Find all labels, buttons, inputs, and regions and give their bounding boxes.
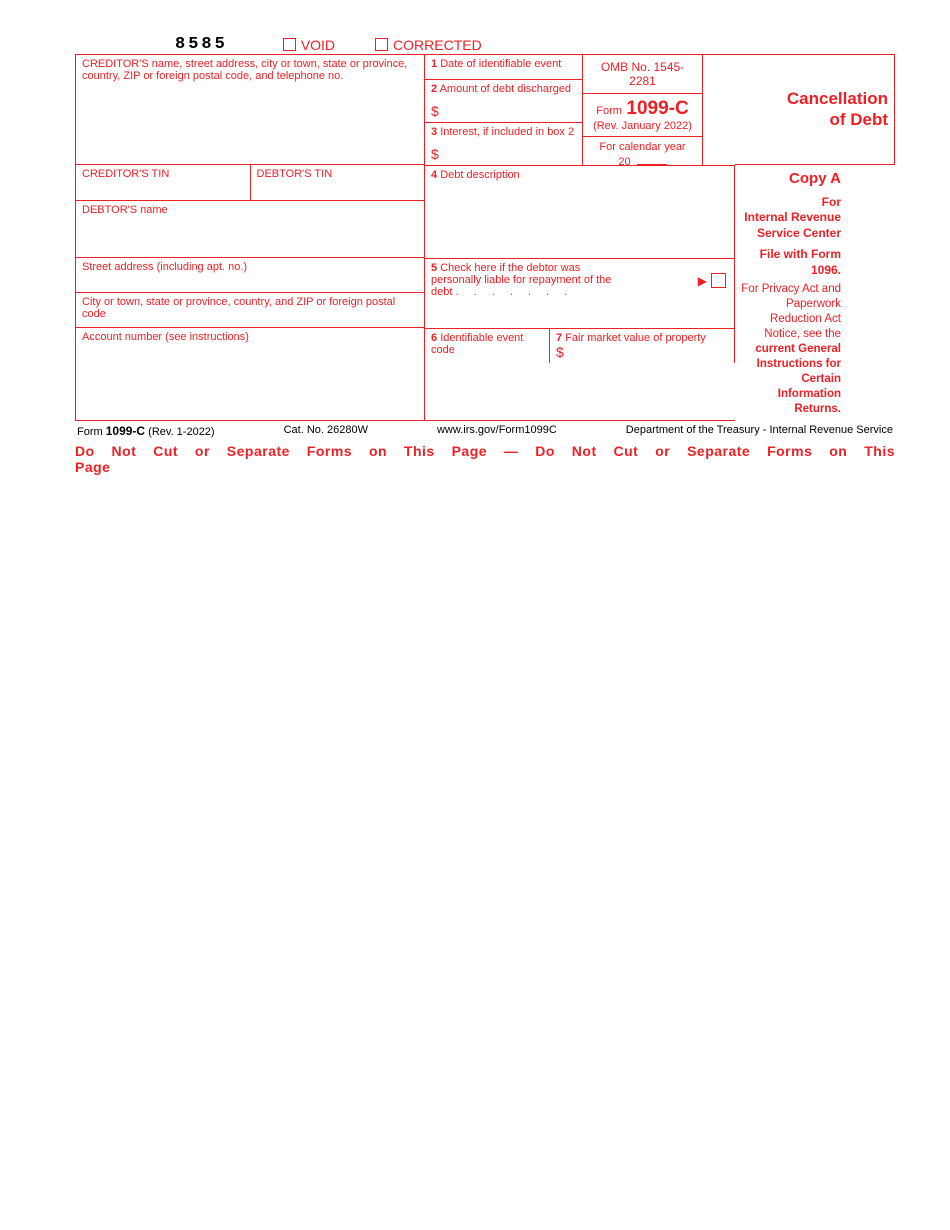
box-4-num: 4 [431,169,437,181]
copy-a-file: File with Form 1096. [741,247,841,278]
omb-text: OMB No. 1545-2281 [601,60,684,88]
box-7[interactable]: 7 Fair market value of property $ [550,329,734,363]
corrected-label: CORRECTED [393,37,482,53]
creditor-name-cell[interactable]: CREDITOR'S name, street address, city or… [76,55,424,165]
box-6-label: Identifiable event code [431,332,523,356]
box-1[interactable]: 1 Date of identifiable event [425,55,582,80]
box-7-num: 7 [556,332,562,344]
copy-a-section: Copy A For Internal Revenue Service Cent… [735,165,847,421]
box-5-dots: . . . . . . . [455,286,573,298]
account-cell[interactable]: Account number (see instructions) [76,328,424,363]
footer-form-num: 1099-C [106,424,145,438]
box-5: 5 Check here if the debtor was personall… [425,258,735,328]
main-grid: CREDITOR'S name, street address, city or… [75,54,735,421]
corrected-checkbox-group: CORRECTED [375,37,482,53]
top-boxes-row: 1 Date of identifiable event 2 Amount of… [425,55,735,165]
form-number-cell: Form 1099-C (Rev. January 2022) [583,94,702,137]
box-2-label: Amount of debt discharged [440,83,571,95]
city-label: City or town, state or province, country… [82,296,395,320]
copy-a-privacy: For Privacy Act and Paperwork Reduction … [741,282,841,342]
box-5-checkbox-group: ▶ [698,273,726,288]
copy-a-title: Copy A [741,169,841,189]
rev-text: (Rev. January 2022) [587,120,698,132]
box-7-label: Fair market value of property [565,332,706,344]
lower-section: 4 Debt description 5 Check here if the d… [425,165,735,363]
footer-dept: Department of the Treasury - Internal Re… [626,424,893,438]
creditor-tin-label: CREDITOR'S TIN [82,168,169,180]
title-cell: Cancellation of Debt [735,54,895,165]
form-code: 8585 [175,35,228,54]
right-section: 1 Date of identifiable event 2 Amount of… [425,55,735,420]
footer-form: Form 1099-C (Rev. 1-2022) [77,424,215,438]
do-not-cut-text: Do Not Cut or Separate Forms on This Pag… [75,443,895,475]
title-line-2: of Debt [741,110,888,130]
void-label: VOID [301,37,335,53]
meta-column: OMB No. 1545-2281 Form 1099-C (Rev. Janu… [583,55,703,165]
copy-a-for: For [741,195,841,211]
copy-a-irs: Internal Revenue Service Center [741,210,841,241]
box-3-num: 3 [431,126,437,138]
void-checkbox[interactable] [283,38,296,51]
boxes-1-2-3: 1 Date of identifiable event 2 Amount of… [425,55,583,165]
void-checkbox-group: VOID [283,37,335,53]
footer-cat: Cat. No. 26280W [284,424,368,438]
box-3[interactable]: 3 Interest, if included in box 2 $ [425,123,582,165]
cal-year-label: For calendar year [587,141,698,153]
debtor-tin-label: DEBTOR'S TIN [257,168,333,180]
boxes-6-7-row: 6 Identifiable event code 7 Fair market … [425,328,735,363]
omb-cell: OMB No. 1545-2281 [583,55,702,94]
corrected-checkbox[interactable] [375,38,388,51]
box-7-dollar: $ [556,344,728,360]
box-4-label: Debt description [440,169,520,181]
box-6[interactable]: 6 Identifiable event code [425,329,550,363]
box-1-num: 1 [431,58,437,70]
far-right-column: Cancellation of Debt Copy A For Internal… [735,54,895,421]
box-5-num: 5 [431,262,437,274]
creditor-name-label: CREDITOR'S name, street address, city or… [82,58,407,82]
form-1099c: 8585 VOID CORRECTED CREDITOR'S name, str… [75,35,895,475]
header-row: 8585 VOID CORRECTED [75,35,895,54]
box-2-num: 2 [431,83,437,95]
box-3-dollar: $ [431,138,576,162]
box-1-label: Date of identifiable event [440,58,561,70]
form-number: 1099-C [626,98,688,119]
city-cell[interactable]: City or town, state or province, country… [76,293,424,328]
footer-rev: (Rev. 1-2022) [148,426,214,438]
street-cell[interactable]: Street address (including apt. no.) [76,258,424,293]
box-2[interactable]: 2 Amount of debt discharged $ [425,80,582,123]
title-line-1: Cancellation [741,89,888,109]
account-label: Account number (see instructions) [82,331,249,343]
boxes-4-7-col: 4 Debt description 5 Check here if the d… [425,165,735,363]
street-label: Street address (including apt. no.) [82,261,247,273]
debtor-name-label: DEBTOR'S name [82,204,168,216]
arrow-icon: ▶ [698,274,707,288]
box-3-label: Interest, if included in box 2 [440,126,574,138]
box-6-num: 6 [431,332,437,344]
copy-a-instructions: current General Instructions for Certain… [741,342,841,417]
footer-form-text: Form [77,426,103,438]
debtor-name-cell[interactable]: DEBTOR'S name [76,200,424,258]
box-2-dollar: $ [431,95,576,119]
left-column: CREDITOR'S name, street address, city or… [76,55,425,420]
footer-url: www.irs.gov/Form1099C [437,424,557,438]
debtor-tin-cell[interactable]: DEBTOR'S TIN [251,165,425,200]
footer-row: Form 1099-C (Rev. 1-2022) Cat. No. 26280… [75,421,895,441]
tin-row: CREDITOR'S TIN DEBTOR'S TIN [76,165,424,200]
form-prefix: Form [596,105,622,117]
box-4[interactable]: 4 Debt description [425,165,735,258]
creditor-tin-cell[interactable]: CREDITOR'S TIN [76,165,251,200]
box-5-checkbox[interactable] [711,273,726,288]
